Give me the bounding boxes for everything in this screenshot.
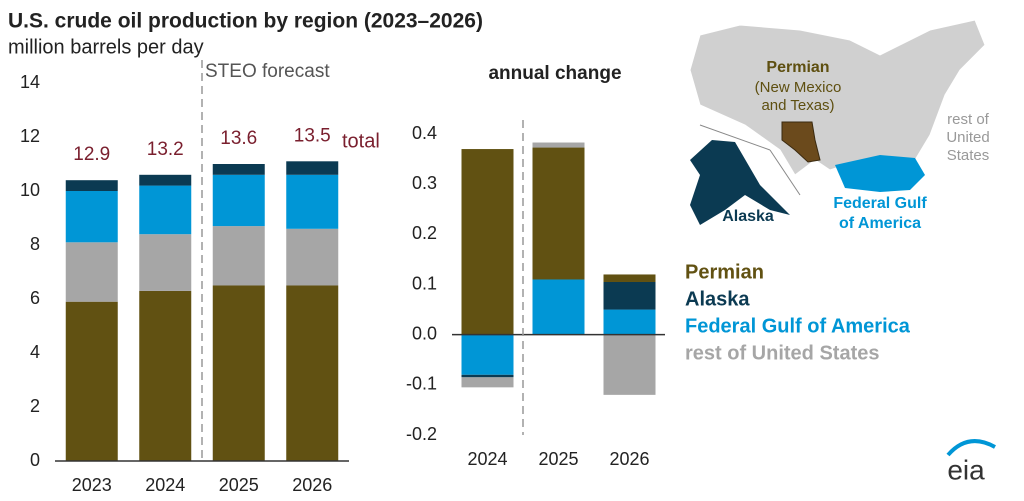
bar — [461, 374, 514, 378]
bar — [532, 279, 585, 335]
map-label: and Texas) — [761, 97, 834, 114]
y-tick-label: 8 — [30, 234, 40, 254]
y-tick-label: -0.1 — [406, 374, 437, 394]
map-label: (New Mexico — [755, 79, 842, 96]
map-label: States — [947, 147, 990, 164]
map-label: of America — [839, 215, 921, 232]
connector — [699, 124, 771, 151]
gulf-region — [835, 155, 925, 192]
alaska-region — [690, 140, 790, 225]
bar — [603, 334, 656, 395]
legend-entry: Alaska — [685, 288, 750, 310]
bar — [212, 164, 265, 175]
map — [689, 19, 986, 225]
bar — [65, 191, 118, 243]
bar — [212, 226, 265, 286]
y-tick-label: 14 — [20, 72, 40, 92]
bar — [286, 228, 339, 286]
bar — [603, 274, 656, 282]
logo: eia — [947, 454, 985, 485]
x-tick-label: 2026 — [292, 475, 332, 495]
forecast-annotation: STEO forecast — [205, 61, 330, 82]
y-tick-label: -0.2 — [406, 424, 437, 444]
bar — [139, 185, 192, 235]
map-label: Permian — [766, 59, 829, 76]
y-tick-label: 0.4 — [412, 123, 437, 143]
bar — [139, 234, 192, 291]
bar — [212, 174, 265, 227]
x-tick-label: 2024 — [145, 475, 185, 495]
bar — [65, 242, 118, 302]
bar — [212, 285, 265, 461]
bar — [461, 149, 514, 335]
y-tick-label: 4 — [30, 342, 40, 362]
total-label: 13.2 — [147, 139, 184, 160]
bar — [603, 309, 656, 335]
map-label: Federal Gulf — [833, 195, 927, 212]
bar — [65, 180, 118, 191]
map-label: United — [946, 129, 989, 146]
y-tick-label: 6 — [30, 288, 40, 308]
bar — [461, 377, 514, 388]
x-tick-label: 2025 — [219, 475, 259, 495]
y-tick-label: 0.0 — [412, 323, 437, 343]
bar — [286, 174, 339, 229]
x-tick-label: 2023 — [72, 475, 112, 495]
y-tick-label: 0 — [30, 450, 40, 470]
bar — [532, 147, 585, 280]
y-tick-label: 0.1 — [412, 273, 437, 293]
map-label: Alaska — [722, 208, 774, 225]
us-map — [689, 19, 986, 176]
legend-entry: rest of United States — [685, 342, 879, 364]
panel-title: annual change — [488, 63, 621, 84]
bar — [139, 174, 192, 186]
bar — [461, 334, 514, 375]
y-tick-label: 0.3 — [412, 173, 437, 193]
y-tick-label: 12 — [20, 126, 40, 146]
legend-entry: Federal Gulf of America — [685, 315, 911, 337]
chart-subtitle: million barrels per day — [8, 36, 204, 58]
x-tick-label: 2025 — [538, 449, 578, 469]
permian-region — [781, 121, 821, 163]
total-label: 13.5 — [294, 125, 331, 146]
bar — [286, 285, 339, 461]
x-tick-label: 2024 — [467, 449, 507, 469]
total-annotation: total — [342, 130, 380, 152]
y-tick-label: 2 — [30, 396, 40, 416]
x-tick-label: 2026 — [609, 449, 649, 469]
bar — [603, 281, 656, 310]
logo-arc — [946, 439, 996, 457]
chart-title: U.S. crude oil production by region (202… — [8, 10, 483, 33]
legend-entry: Permian — [685, 261, 764, 283]
bar — [286, 161, 339, 175]
y-tick-label: 10 — [20, 180, 40, 200]
total-label: 12.9 — [73, 144, 110, 165]
bar — [532, 142, 585, 148]
bar — [139, 290, 192, 461]
total-label: 13.6 — [220, 128, 257, 149]
y-tick-label: 0.2 — [412, 223, 437, 243]
map-label: rest of — [947, 111, 990, 128]
bar — [65, 301, 118, 461]
connector — [769, 149, 801, 196]
